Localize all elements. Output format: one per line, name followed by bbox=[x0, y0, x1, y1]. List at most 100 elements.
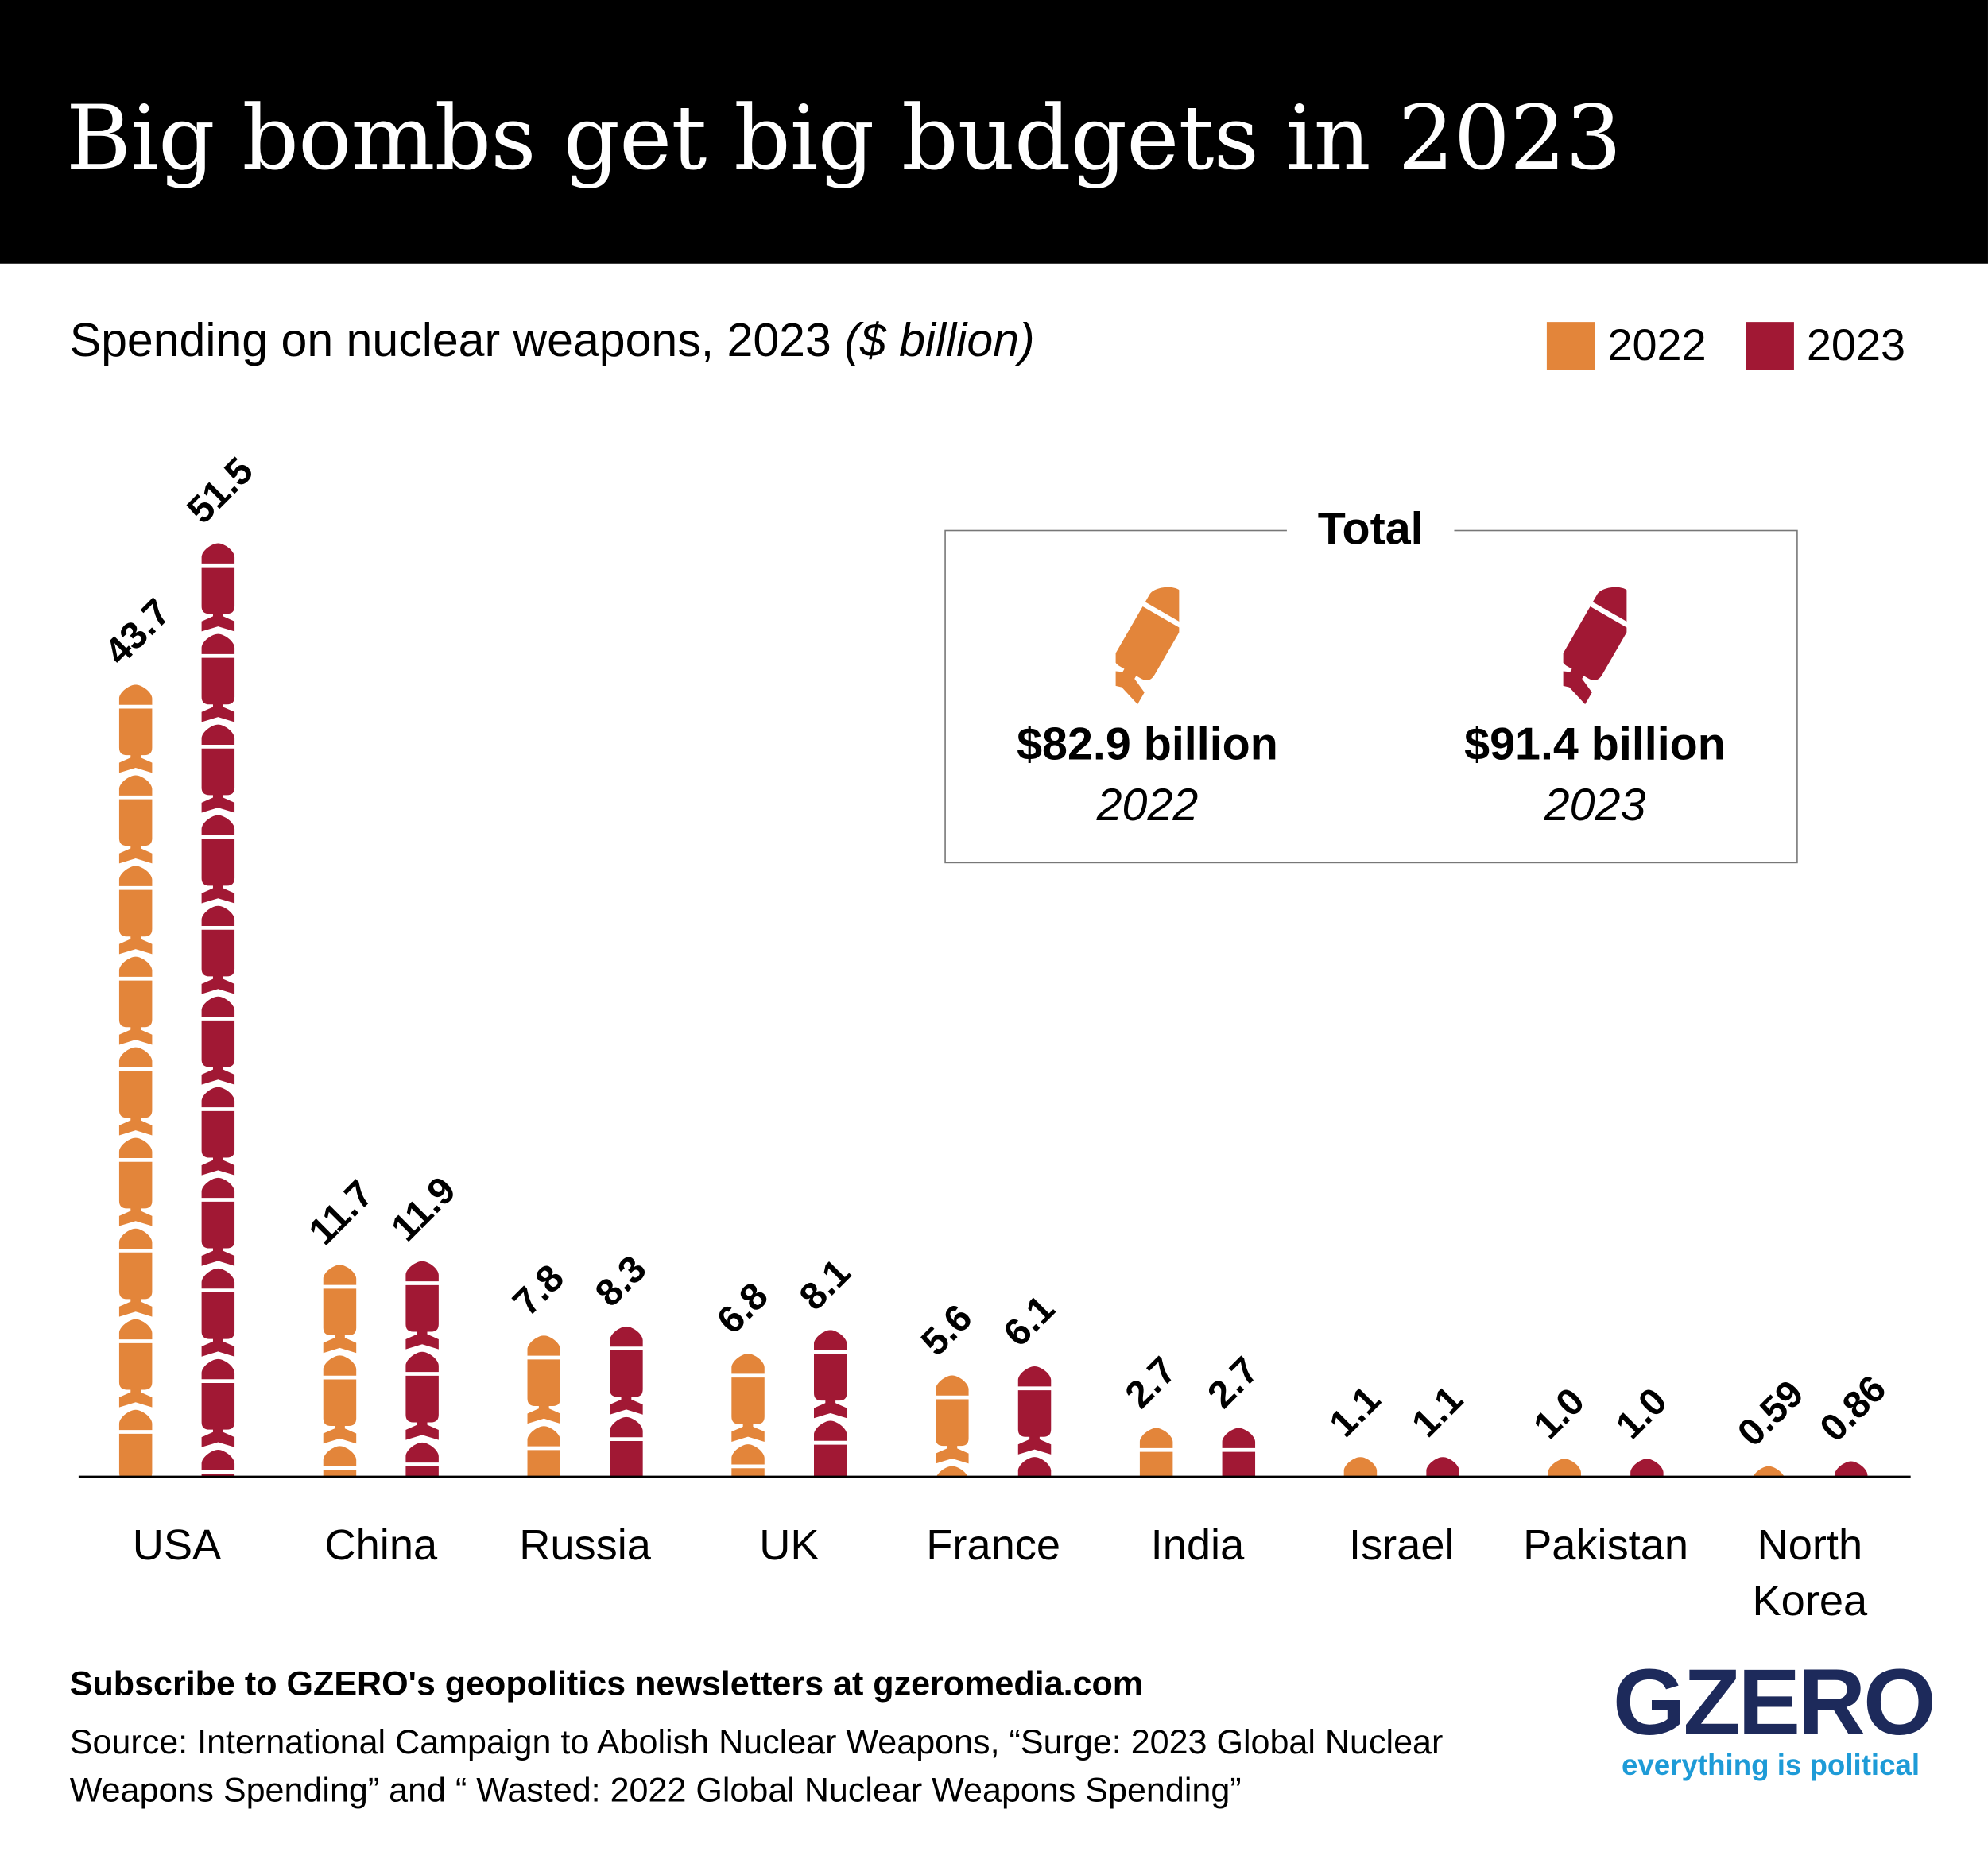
bar-2022-uk bbox=[731, 1354, 765, 1478]
header-bar: Big bombs get big budgets in 2023 bbox=[0, 0, 1988, 264]
bomb-icon bbox=[201, 543, 235, 632]
bar-2022-russia bbox=[527, 1335, 560, 1478]
total-title: Total bbox=[1286, 502, 1455, 556]
bomb-icon bbox=[323, 1446, 357, 1478]
subtitle-unit: ($ billion) bbox=[844, 314, 1035, 366]
bar-2023-israel bbox=[1426, 1457, 1459, 1478]
x-tick-label: France bbox=[898, 1517, 1088, 1573]
data-label: 51.5 bbox=[180, 450, 262, 532]
bomb-icon bbox=[527, 1335, 560, 1424]
data-label: 8.3 bbox=[587, 1248, 655, 1315]
x-tick-label-line: France bbox=[926, 1521, 1061, 1570]
legend-item-2023: 2023 bbox=[1746, 321, 1905, 372]
bomb-icon bbox=[610, 1416, 643, 1478]
source-text: Source: International Campaign to Abolis… bbox=[69, 1722, 1444, 1810]
legend-swatch bbox=[1746, 322, 1794, 370]
bomb-icon bbox=[1753, 1466, 1785, 1478]
bomb-icon bbox=[201, 1268, 235, 1357]
bomb-icon bbox=[201, 1177, 235, 1266]
bar-2022-israel bbox=[1343, 1457, 1378, 1478]
bomb-icon bbox=[118, 1137, 153, 1226]
page-title: Big bombs get big budgets in 2023 bbox=[65, 86, 1622, 191]
total-2023-year: 2023 bbox=[1544, 778, 1646, 831]
bar-2022-china bbox=[323, 1265, 357, 1478]
bar-2022-north-korea bbox=[1753, 1466, 1785, 1478]
subscribe-text: Subscribe to GZERO's geopolitics newslet… bbox=[69, 1664, 1144, 1703]
bomb-icon bbox=[731, 1354, 765, 1442]
bomb-icon bbox=[1017, 1366, 1052, 1455]
x-tick-label: Russia bbox=[490, 1517, 680, 1573]
bomb-icon bbox=[405, 1442, 439, 1478]
bomb-icon bbox=[201, 724, 235, 813]
bomb-icon bbox=[610, 1326, 643, 1415]
bomb-icon bbox=[118, 866, 153, 955]
bar-2023-uk bbox=[813, 1330, 847, 1478]
data-label: 8.1 bbox=[792, 1251, 859, 1319]
bomb-icon bbox=[1343, 1457, 1378, 1478]
x-tick-label-line: Korea bbox=[1752, 1577, 1868, 1625]
bar-2023-usa bbox=[201, 543, 235, 1478]
x-tick-label: North Korea bbox=[1715, 1517, 1905, 1629]
bomb-icon bbox=[813, 1330, 847, 1419]
bar-2023-india bbox=[1222, 1428, 1256, 1478]
data-label: 1.0 bbox=[1525, 1380, 1593, 1447]
bomb-icon bbox=[731, 1444, 765, 1478]
data-label: 2.7 bbox=[1118, 1350, 1185, 1417]
bomb-icon bbox=[323, 1355, 357, 1444]
bar-2023-russia bbox=[610, 1326, 643, 1478]
x-tick-label-line: UK bbox=[759, 1521, 820, 1570]
bar-2022-france bbox=[936, 1375, 969, 1478]
data-label: 6.8 bbox=[709, 1275, 777, 1342]
x-tick-label: China bbox=[286, 1517, 476, 1573]
data-label: 5.6 bbox=[913, 1296, 981, 1364]
bomb-icon bbox=[201, 633, 235, 722]
x-tick-label-line: India bbox=[1150, 1521, 1245, 1570]
bomb-icon bbox=[405, 1261, 439, 1350]
x-tick-label-line: USA bbox=[132, 1521, 222, 1570]
bomb-icon bbox=[201, 1449, 235, 1478]
bar-2023-north-korea bbox=[1834, 1461, 1868, 1478]
bar-2023-france bbox=[1017, 1366, 1052, 1478]
logo-tagline: everything is political bbox=[1622, 1748, 1920, 1781]
bomb-icon bbox=[201, 996, 235, 1085]
bomb-icon bbox=[201, 1358, 235, 1447]
bomb-icon bbox=[527, 1426, 560, 1478]
bomb-icon bbox=[1563, 587, 1627, 705]
bar-2022-usa bbox=[118, 684, 153, 1478]
total-2022-value: $82.9 billion bbox=[1017, 717, 1278, 770]
legend-swatch bbox=[1546, 322, 1595, 370]
bomb-icon bbox=[201, 905, 235, 994]
bomb-icon bbox=[1548, 1459, 1581, 1478]
bomb-icon bbox=[118, 1228, 153, 1317]
subtitle-text: Spending on nuclear weapons, 2023 bbox=[69, 314, 845, 366]
x-tick-label: Israel bbox=[1307, 1517, 1497, 1573]
legend-label: 2022 bbox=[1607, 320, 1707, 370]
bomb-icon bbox=[118, 1047, 153, 1136]
bomb-icon bbox=[118, 1409, 153, 1478]
bomb-icon bbox=[118, 684, 153, 773]
total-2023-value: $91.4 billion bbox=[1464, 717, 1726, 770]
bar-2023-pakistan bbox=[1630, 1459, 1664, 1478]
bomb-icon bbox=[118, 775, 153, 864]
data-label: 1.1 bbox=[1404, 1378, 1471, 1446]
data-label: 1.1 bbox=[1322, 1378, 1389, 1446]
bomb-icon bbox=[1139, 1428, 1173, 1478]
data-label: 0.86 bbox=[1812, 1368, 1894, 1450]
bomb-icon bbox=[813, 1420, 847, 1478]
bomb-icon bbox=[1017, 1457, 1052, 1478]
bomb-icon bbox=[1834, 1461, 1868, 1478]
data-label: 2.7 bbox=[1199, 1350, 1267, 1417]
bomb-icon bbox=[936, 1375, 969, 1464]
bomb-icon bbox=[323, 1265, 357, 1354]
chart-subtitle: Spending on nuclear weapons, 2023 ($ bil… bbox=[70, 315, 1035, 368]
bomb-icon bbox=[1115, 587, 1180, 705]
data-label: 1.0 bbox=[1608, 1380, 1676, 1447]
bomb-icon bbox=[118, 956, 153, 1045]
x-tick-label: Pakistan bbox=[1510, 1517, 1700, 1573]
x-tick-label-line: North bbox=[1757, 1521, 1863, 1570]
bomb-icon bbox=[118, 1319, 153, 1408]
total-2022-year: 2022 bbox=[1096, 778, 1199, 831]
data-label: 6.1 bbox=[996, 1288, 1064, 1355]
